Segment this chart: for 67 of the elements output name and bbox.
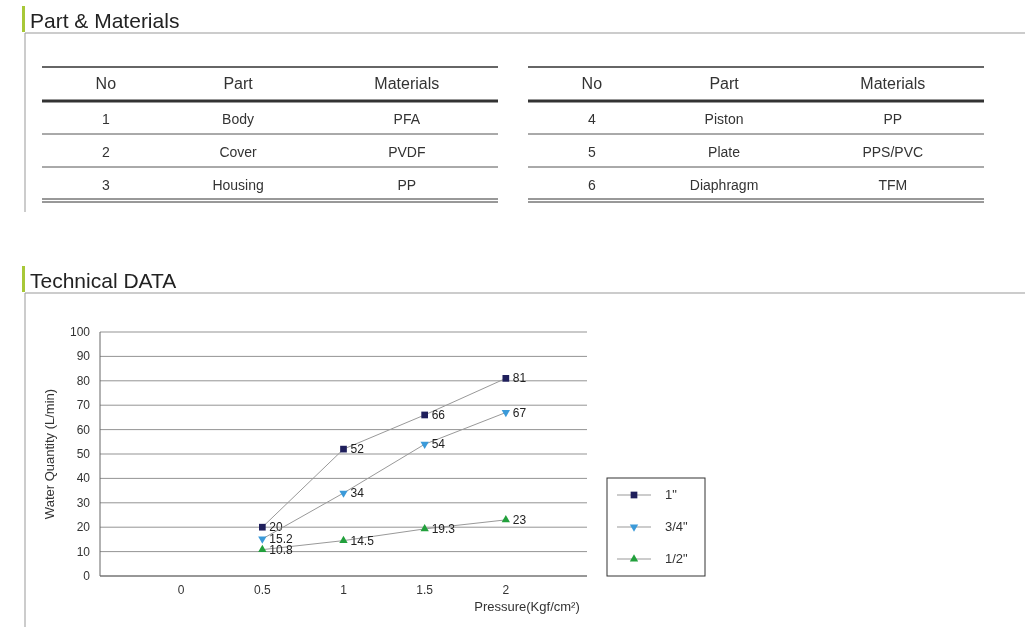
y-tick-label: 70 xyxy=(76,398,91,413)
data-label: 81 xyxy=(512,371,527,386)
x-tick-label: 1 xyxy=(340,583,348,597)
point xyxy=(339,490,348,498)
text: Diaphragm xyxy=(689,177,759,193)
data-label: 52 xyxy=(350,442,365,457)
text: TFM xyxy=(878,177,908,193)
data-label: 19.3 xyxy=(431,521,456,536)
text: Housing xyxy=(212,177,264,193)
text: Part & Materials xyxy=(30,9,180,32)
text: No xyxy=(95,75,117,92)
y-tick-label: 50 xyxy=(76,447,91,461)
data-label: 14.5 xyxy=(350,533,375,548)
y-tick-label: 10 xyxy=(76,544,91,559)
text: 3 xyxy=(101,177,110,193)
text: Part xyxy=(223,75,254,92)
chart-title: Technical DATA xyxy=(30,269,177,292)
text: Piston xyxy=(704,111,744,127)
y-axis-title: Water Quantity (L/min) xyxy=(42,388,57,520)
point xyxy=(420,441,429,450)
x-tick-label: 1.5 xyxy=(416,583,434,597)
text: 1 xyxy=(101,111,110,127)
text: Part xyxy=(709,75,740,92)
point xyxy=(340,445,347,453)
x-tick-label: 0 xyxy=(177,583,185,597)
data-label: 66 xyxy=(431,407,446,422)
text: Plate xyxy=(708,144,741,160)
data-label: 23 xyxy=(512,512,527,527)
text: Body xyxy=(222,111,255,127)
text: 4 xyxy=(587,111,596,127)
text: PP xyxy=(397,177,417,193)
point xyxy=(420,524,429,532)
point xyxy=(501,515,510,523)
legend-label: 3/4" xyxy=(665,519,689,534)
point xyxy=(421,411,429,419)
text: Materials xyxy=(860,75,926,92)
y-tick-label: 60 xyxy=(76,422,91,437)
text: PFA xyxy=(393,111,421,127)
y-tick-label: 30 xyxy=(76,495,91,510)
x-tick-label: 2 xyxy=(502,583,510,597)
y-tick-label: 20 xyxy=(76,520,91,535)
y-tick-label: 80 xyxy=(76,373,91,388)
data-label: 67 xyxy=(512,405,527,420)
text: 5 xyxy=(587,144,596,160)
y-tick-label: 40 xyxy=(76,471,91,486)
text: PVDF xyxy=(388,144,426,160)
legend-label: 1" xyxy=(665,487,678,502)
y-tick-label: 0 xyxy=(83,569,91,583)
y-tick-label: 100 xyxy=(69,325,91,339)
text: 6 xyxy=(587,177,596,193)
text: PP xyxy=(883,111,903,127)
point xyxy=(339,535,348,544)
x-axis-title: Pressure(Kgf/cm²) xyxy=(474,599,580,614)
text: Cover xyxy=(219,144,258,160)
y-tick-label: 90 xyxy=(76,349,91,364)
point xyxy=(258,544,267,553)
data-label: 54 xyxy=(431,437,446,452)
text: Materials xyxy=(374,75,440,92)
point xyxy=(501,410,510,418)
point xyxy=(502,375,510,382)
text: No xyxy=(581,75,603,92)
legend-label: 1/2" xyxy=(665,551,689,566)
point xyxy=(258,523,266,531)
data-label: 34 xyxy=(350,486,365,501)
text: 2 xyxy=(101,144,110,160)
x-tick-label: 0.5 xyxy=(253,583,271,597)
text: PPS/PVC xyxy=(862,144,924,160)
